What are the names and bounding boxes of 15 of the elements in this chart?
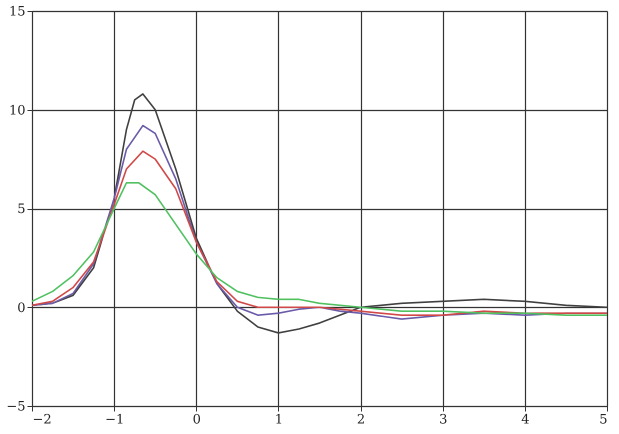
x-tick-label: 0 xyxy=(192,412,201,428)
line-series xyxy=(31,150,608,316)
line-series xyxy=(31,182,608,316)
x-tick-label: −1 xyxy=(105,412,124,428)
x-tick-label: 5 xyxy=(599,412,608,428)
y-tick-label: −5 xyxy=(6,400,26,414)
x-tick-label: −2 xyxy=(32,412,52,428)
y-tick-label: 5 xyxy=(17,202,26,217)
x-tick-label: 3 xyxy=(439,412,448,428)
y-tick-label: 10 xyxy=(8,103,26,118)
x-tick-label: 4 xyxy=(521,412,530,428)
y-tick-label: 15 xyxy=(8,4,26,20)
x-tick-label: 1 xyxy=(274,412,284,428)
x-tick-label: 2 xyxy=(356,412,366,428)
y-tick-label: 0 xyxy=(17,300,26,316)
